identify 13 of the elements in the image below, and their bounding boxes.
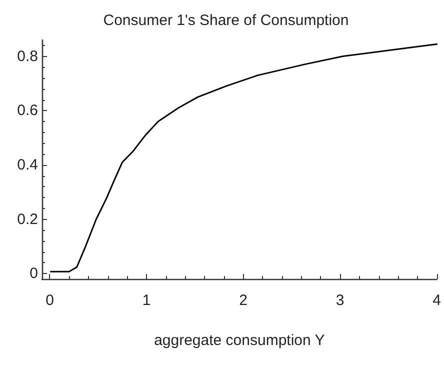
x-tick-label: 3	[336, 292, 344, 309]
y-tick-label: 0.4	[17, 156, 38, 174]
x-tick-label: 1	[142, 292, 151, 309]
y-tick-label: 0.2	[17, 210, 38, 228]
x-axis-title: aggregate consumption Y	[154, 332, 325, 349]
x-tick-label: 0	[46, 292, 54, 309]
chart-title: Consumer 1's Share of Consumption	[103, 12, 349, 29]
y-tick-label: 0.8	[17, 48, 38, 65]
x-tick-label: 2	[239, 292, 248, 309]
y-tick-label: 0	[30, 265, 38, 282]
y-tick-label: 0.6	[17, 102, 38, 120]
x-tick-label: 4	[432, 292, 441, 309]
line-series	[50, 43, 438, 272]
